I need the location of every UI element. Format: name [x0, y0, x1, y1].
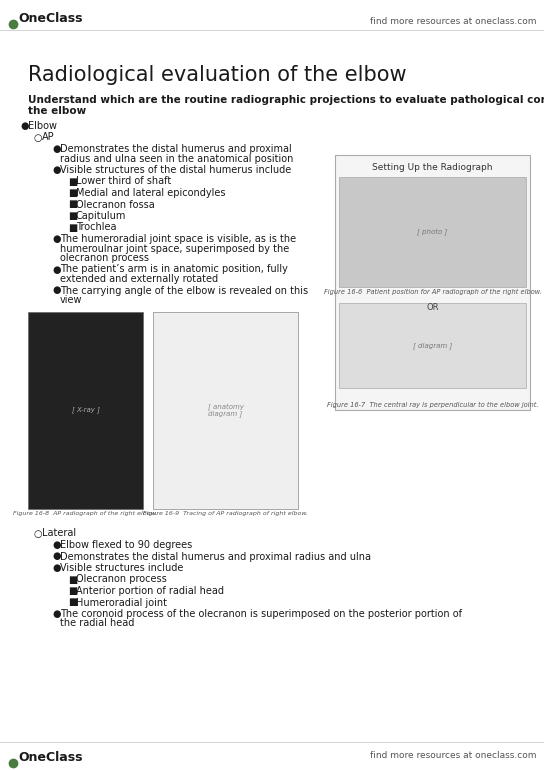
Text: Olecranon fossa: Olecranon fossa — [76, 199, 154, 209]
Text: [ diagram ]: [ diagram ] — [413, 342, 452, 349]
Text: ○: ○ — [34, 132, 42, 142]
Text: Setting Up the Radiograph: Setting Up the Radiograph — [372, 163, 493, 172]
Text: the elbow: the elbow — [28, 106, 86, 116]
Text: Medial and lateral epicondyles: Medial and lateral epicondyles — [76, 188, 226, 198]
Bar — [153, 312, 298, 508]
Text: OneClass: OneClass — [18, 751, 83, 764]
Text: Humeroradial joint: Humeroradial joint — [76, 598, 167, 608]
Text: Lower third of shaft: Lower third of shaft — [76, 176, 171, 186]
Text: ●: ● — [20, 121, 28, 131]
Text: [ X-ray ]: [ X-ray ] — [72, 407, 100, 413]
Text: extended and externally rotated: extended and externally rotated — [60, 274, 218, 284]
Text: ○: ○ — [34, 528, 42, 538]
Text: [ anatomy
diagram ]: [ anatomy diagram ] — [207, 403, 244, 417]
Text: ●: ● — [52, 165, 60, 175]
Text: radius and ulna seen in the anatomical position: radius and ulna seen in the anatomical p… — [60, 153, 293, 163]
Text: [ photo ]: [ photo ] — [417, 229, 448, 236]
Bar — [339, 303, 526, 388]
Text: ■: ■ — [68, 574, 77, 584]
Text: ■: ■ — [68, 188, 77, 198]
Text: The patient’s arm is in anatomic position, fully: The patient’s arm is in anatomic positio… — [60, 265, 288, 274]
Text: ■: ■ — [68, 598, 77, 608]
Text: The carrying angle of the elbow is revealed on this: The carrying angle of the elbow is revea… — [60, 286, 308, 296]
Text: Understand which are the routine radiographic projections to evaluate pathologic: Understand which are the routine radiogr… — [28, 95, 544, 105]
Text: humeroulnar joint space, superimposed by the: humeroulnar joint space, superimposed by… — [60, 243, 289, 253]
Text: Elbow flexed to 90 degrees: Elbow flexed to 90 degrees — [60, 540, 192, 550]
Text: Elbow: Elbow — [28, 121, 57, 131]
Text: ●: ● — [52, 234, 60, 244]
Text: ●: ● — [52, 286, 60, 296]
Text: ■: ■ — [68, 586, 77, 596]
Text: Figure 16-7  The central ray is perpendicular to the elbow joint.: Figure 16-7 The central ray is perpendic… — [327, 402, 538, 408]
Bar — [28, 312, 143, 508]
Text: ■: ■ — [68, 223, 77, 233]
Text: Visible structures include: Visible structures include — [60, 563, 183, 573]
Text: find more resources at oneclass.com: find more resources at oneclass.com — [369, 752, 536, 761]
Bar — [335, 155, 530, 410]
Text: AP: AP — [42, 132, 54, 142]
Text: the radial head: the radial head — [60, 618, 134, 628]
Text: ●: ● — [52, 563, 60, 573]
Text: ●: ● — [52, 551, 60, 561]
Text: ●: ● — [52, 265, 60, 274]
Bar — [339, 177, 526, 287]
Text: Demonstrates the distal humerus and proximal radius and ulna: Demonstrates the distal humerus and prox… — [60, 551, 371, 561]
Text: Olecranon process: Olecranon process — [76, 574, 167, 584]
Text: find more resources at oneclass.com: find more resources at oneclass.com — [369, 18, 536, 26]
Text: OneClass: OneClass — [18, 12, 83, 25]
Text: Figure 16-8  AP radiograph of the right elbow.: Figure 16-8 AP radiograph of the right e… — [13, 511, 158, 515]
Text: The coronoid process of the olecranon is superimposed on the posterior portion o: The coronoid process of the olecranon is… — [60, 609, 462, 619]
Text: ■: ■ — [68, 211, 77, 221]
Text: ■: ■ — [68, 199, 77, 209]
Text: OR: OR — [426, 303, 439, 312]
Text: ●: ● — [52, 144, 60, 154]
Text: Figure 16-6  Patient position for AP radiograph of the right elbow.: Figure 16-6 Patient position for AP radi… — [324, 289, 541, 295]
Text: ■: ■ — [68, 176, 77, 186]
Text: Anterior portion of radial head: Anterior portion of radial head — [76, 586, 224, 596]
Text: Radiological evaluation of the elbow: Radiological evaluation of the elbow — [28, 65, 406, 85]
Text: ●: ● — [52, 540, 60, 550]
Text: Capitulum: Capitulum — [76, 211, 126, 221]
Text: olecranon process: olecranon process — [60, 253, 149, 263]
Text: view: view — [60, 295, 83, 305]
Text: Demonstrates the distal humerus and proximal: Demonstrates the distal humerus and prox… — [60, 144, 292, 154]
Text: ●: ● — [52, 609, 60, 619]
Text: The humeroradial joint space is visible, as is the: The humeroradial joint space is visible,… — [60, 234, 296, 244]
Text: Trochlea: Trochlea — [76, 223, 116, 233]
Text: Lateral: Lateral — [42, 528, 76, 538]
Text: Figure 16-9  Tracing of AP radiograph of right elbow.: Figure 16-9 Tracing of AP radiograph of … — [143, 511, 308, 515]
Text: Visible structures of the distal humerus include: Visible structures of the distal humerus… — [60, 165, 291, 175]
